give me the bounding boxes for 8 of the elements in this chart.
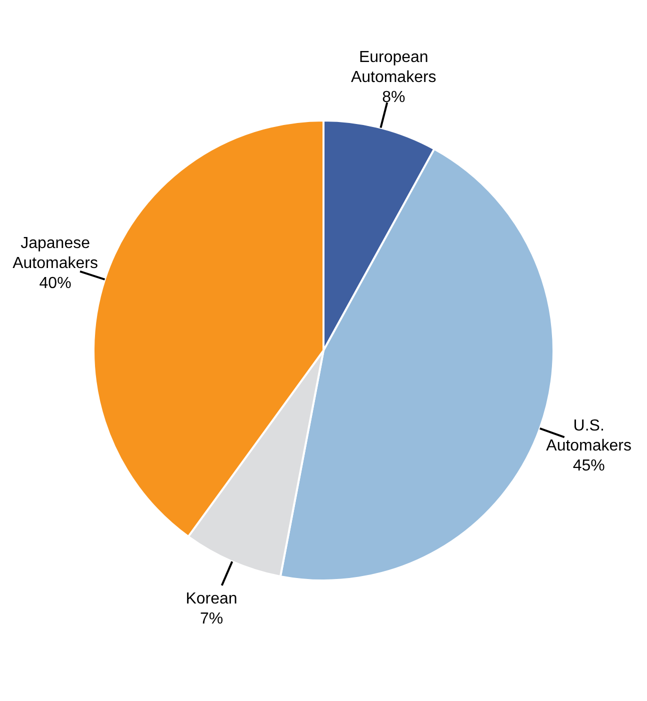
slice-label: European Automakers (350, 48, 436, 86)
data-label: 45% (572, 457, 605, 474)
slice-label: Japanese Automakers (12, 234, 98, 272)
data-label: 40% (39, 274, 72, 292)
data-label: 7% (200, 610, 224, 628)
slice-label: U.S. Automakers (546, 417, 632, 454)
data-label: 8% (382, 88, 406, 106)
slice-label: Korean (186, 590, 238, 608)
